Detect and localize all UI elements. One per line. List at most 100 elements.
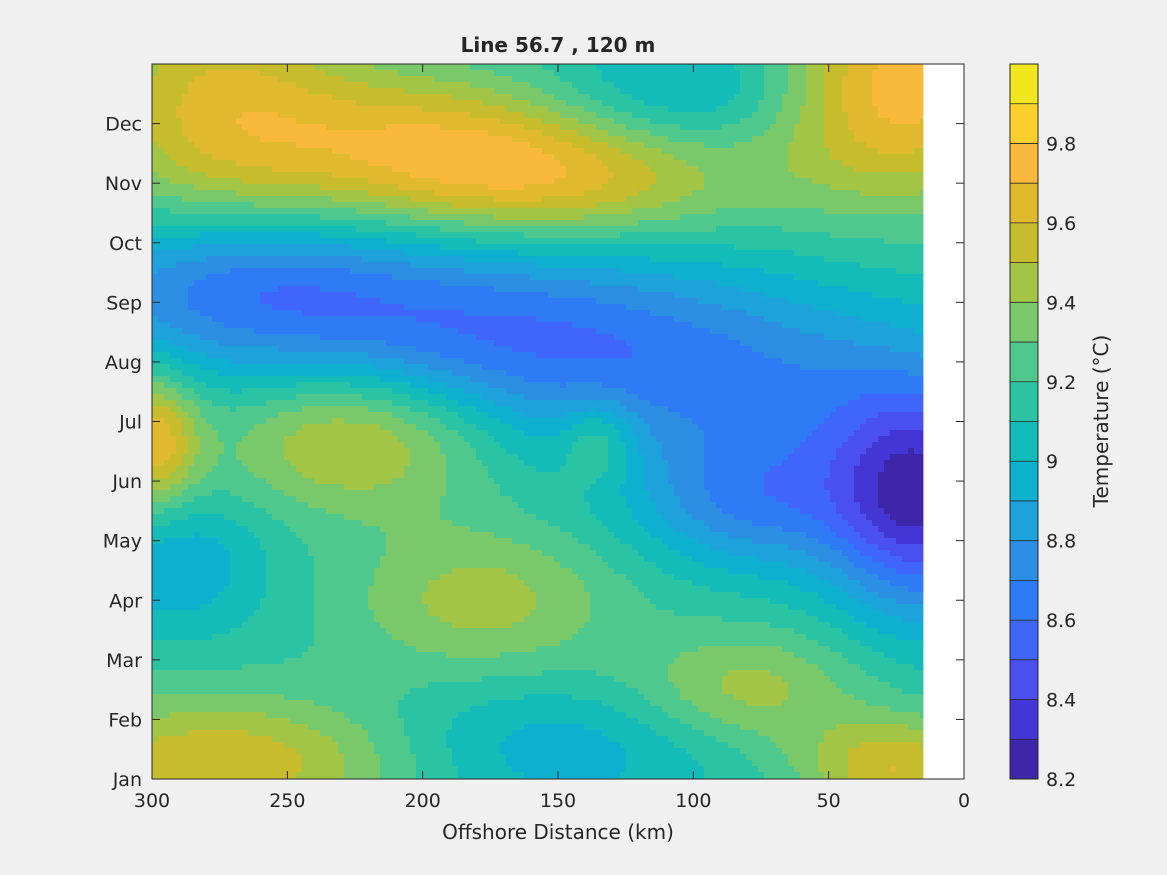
contour-cell [590, 610, 675, 617]
contour-cell [824, 736, 924, 743]
contour-cell [428, 388, 465, 395]
contour-cell [824, 130, 855, 137]
contour-cell [494, 88, 543, 95]
contour-cell [608, 142, 645, 149]
contour-cell [416, 766, 459, 773]
contour-cell [488, 430, 525, 437]
contour-cell [578, 130, 609, 137]
contour-cell [620, 772, 705, 779]
contour-cell [824, 334, 924, 341]
contour-cell [356, 226, 441, 233]
contour-cell [248, 616, 315, 623]
contour-cell [368, 592, 423, 599]
contour-cell [188, 466, 213, 473]
contour-cell [506, 370, 909, 377]
contour-cell [440, 616, 525, 623]
contour-cell [152, 106, 177, 113]
colorbar-tick-label: 9.8 [1046, 133, 1076, 155]
contour-cell [152, 262, 177, 269]
contour-cell [836, 448, 867, 455]
contour-cell [158, 64, 315, 71]
contour-cell [446, 466, 489, 473]
contour-cell [332, 148, 543, 155]
contour-cell [446, 406, 477, 413]
contour-cell [152, 178, 171, 185]
contour-cell [542, 148, 585, 155]
contour-cell [332, 94, 453, 101]
contour-cell [212, 400, 267, 407]
contour-cell [596, 328, 711, 335]
contour-cell [914, 328, 924, 335]
contour-cell [608, 448, 627, 455]
contour-cell [620, 148, 663, 155]
contour-cell [344, 772, 381, 779]
contour-cell [560, 124, 597, 131]
contour-cell [266, 562, 315, 569]
contour-cell [590, 598, 651, 605]
chart-title: Line 56.7 , 120 m [461, 33, 656, 57]
contour-cell [152, 712, 171, 719]
contour-cell [266, 592, 315, 599]
contour-cell [524, 616, 591, 623]
contour-cell [428, 208, 633, 215]
contour-cell [272, 304, 405, 311]
contour-cell [842, 106, 879, 113]
contour-cell [410, 214, 495, 221]
contour-cell [242, 622, 315, 629]
contour-cell [188, 136, 261, 143]
contour-cell [794, 250, 924, 257]
contour-cell [614, 118, 651, 125]
contour-cell [464, 388, 507, 395]
contour-cell [788, 70, 807, 77]
contour-cell [452, 520, 549, 527]
contour-cell [590, 604, 657, 611]
contour-cell [584, 496, 627, 503]
contour-cell [824, 88, 843, 95]
contour-cell [872, 100, 924, 107]
contour-cell [410, 748, 453, 755]
contour-cell [512, 766, 627, 773]
contour-cell [152, 490, 183, 497]
contour-cell [794, 172, 924, 179]
contour-cell [824, 106, 843, 113]
contour-cell [584, 148, 621, 155]
contour-cell [836, 310, 924, 317]
contour-cell [572, 142, 609, 149]
contour-cell [254, 424, 303, 431]
contour-cell [722, 508, 801, 515]
contour-cell [740, 118, 777, 125]
contour-cell [152, 568, 231, 575]
contour-cell [296, 142, 531, 149]
contour-cell [260, 604, 315, 611]
contour-cell [878, 478, 924, 485]
contour-cell [830, 622, 867, 629]
contour-cell [818, 754, 849, 761]
contour-cell [878, 490, 924, 497]
contour-cell [728, 550, 807, 557]
contour-cell [626, 196, 681, 203]
contour-cell [854, 544, 879, 551]
contour-cell [824, 64, 849, 71]
contour-cell [230, 556, 267, 563]
contour-cell [878, 502, 924, 509]
contour-cell [350, 154, 555, 161]
contour-cell [518, 250, 795, 257]
contour-cell [824, 82, 843, 89]
contour-cell [200, 148, 333, 155]
contour-cell [806, 550, 843, 557]
contour-cell [260, 544, 309, 551]
contour-cell [710, 496, 777, 503]
contour-cell [416, 346, 513, 353]
contour-cell [572, 448, 609, 455]
contour-cell [290, 460, 411, 467]
contour-cell [368, 730, 405, 737]
contour-cell [848, 574, 879, 581]
contour-cell [434, 436, 465, 443]
contour-cell [866, 514, 891, 521]
contour-cell [596, 112, 633, 119]
contour-cell [908, 586, 924, 593]
contour-cell [620, 430, 633, 437]
contour-cell [404, 304, 627, 311]
contour-cell [830, 232, 924, 239]
contour-cell [152, 298, 189, 305]
